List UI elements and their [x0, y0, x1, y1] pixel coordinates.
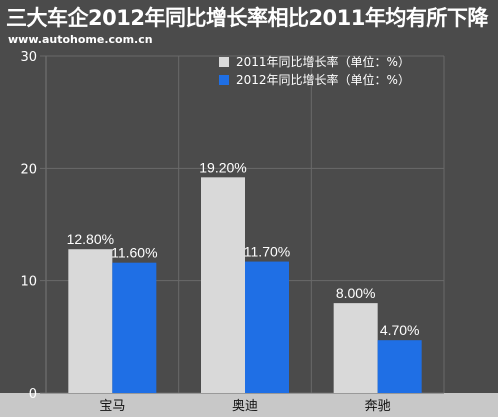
x-axis-band — [0, 393, 498, 417]
category-label: 宝马 — [99, 399, 125, 414]
y-tick-label: 10 — [20, 275, 37, 290]
labels-layer: 0 10 20 30 12.80%11.60% 宝马 19.20% 11.70% 奥迪 8.00%… — [20, 50, 419, 414]
y-tick-label: 0 — [29, 387, 37, 402]
data-label: 8.00% — [336, 285, 376, 301]
data-label: 12.80% — [67, 231, 114, 247]
y-tick-label: 30 — [20, 50, 37, 65]
chart-title: 三大车企2012年同比增长率相比2011年均有所下降 — [6, 6, 488, 30]
legend-label: 2011年同比增长率（单位：%） — [236, 54, 410, 69]
data-label: 11.70% — [244, 244, 290, 260]
legend-swatch — [219, 75, 229, 85]
bar-2011-1 — [201, 177, 245, 393]
y-tick-label: 20 — [20, 162, 37, 177]
bar-2012-1 — [245, 261, 289, 393]
bars-layer — [68, 177, 422, 393]
data-label: 19.20% — [199, 159, 246, 175]
category-label: 奥迪 — [232, 399, 258, 414]
watermark: www.autohome.com.cn — [8, 33, 153, 46]
bar-2012-0 — [112, 262, 157, 393]
data-label: 4.70% — [380, 322, 420, 338]
legend-swatch — [219, 57, 229, 67]
bar-2011-2 — [333, 303, 378, 393]
legend-label: 2012年同比增长率（单位：%） — [236, 72, 410, 87]
legend: 2011年同比增长率（单位：%） 2012年同比增长率（单位：%） — [219, 54, 410, 87]
data-label: 11.60% — [111, 245, 157, 261]
bar-2012-2 — [377, 340, 422, 393]
category-label: 奔驰 — [365, 399, 391, 414]
bar-2011-0 — [68, 249, 113, 393]
